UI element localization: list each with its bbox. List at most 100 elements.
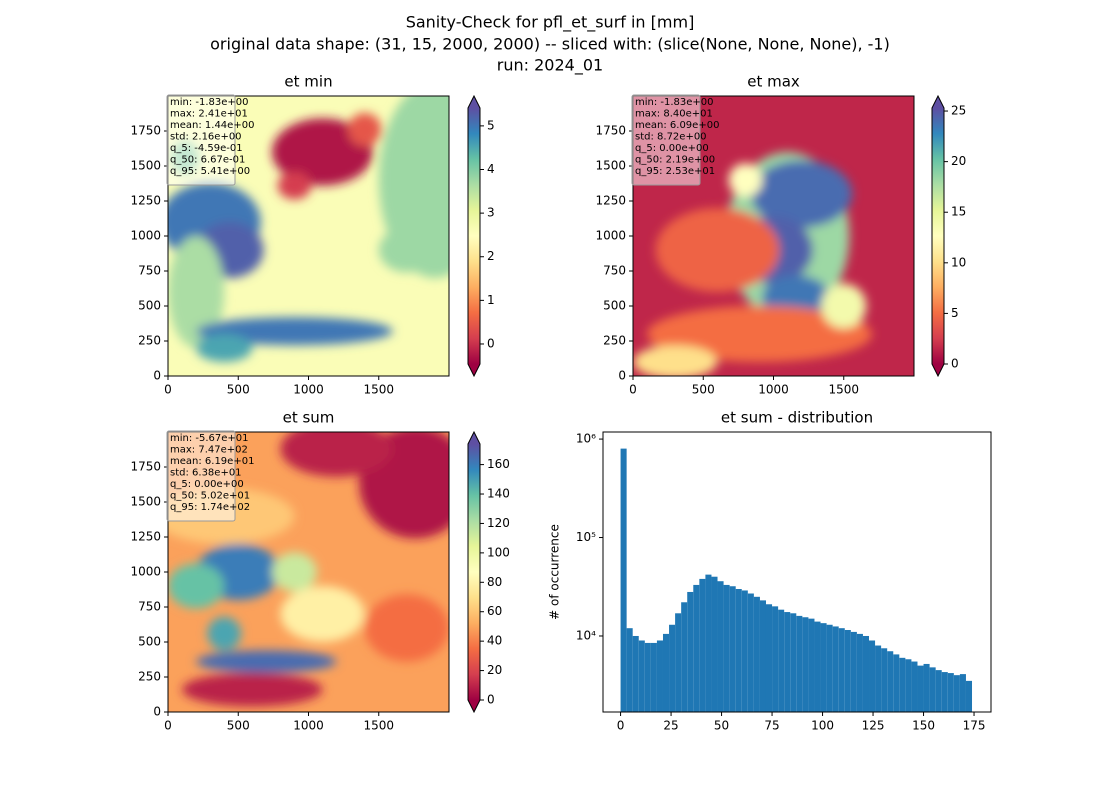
colorbar-tick-label: 15: [951, 205, 966, 219]
bar: [850, 631, 857, 712]
y-tick-label: 750: [138, 264, 161, 278]
colorbar-extend: [932, 96, 944, 108]
bar: [711, 576, 718, 712]
bar: [638, 640, 645, 712]
y-tick-label: 1500: [130, 495, 161, 509]
bar: [832, 626, 839, 712]
bar: [929, 667, 936, 712]
y-tick-label: 1000: [130, 229, 161, 243]
bar: [862, 635, 870, 712]
colorbar: [468, 108, 480, 364]
stats-line: std: 6.38e+01: [170, 468, 242, 479]
bar: [735, 589, 742, 712]
bar: [917, 665, 924, 712]
bar: [669, 624, 676, 712]
stats-line: q_5: 0.00e+00: [635, 143, 709, 154]
field-patch: [271, 552, 317, 592]
bar: [765, 604, 773, 712]
bar: [693, 584, 700, 712]
field-patch: [277, 171, 312, 200]
y-tick-label: 1750: [130, 124, 161, 138]
stats-box: [166, 430, 236, 522]
colorbar-extend: [468, 96, 480, 108]
colorbar-tick-label: 20: [487, 663, 502, 677]
bar: [656, 640, 663, 712]
colorbar-tick-label: 5: [951, 306, 959, 320]
stats-line: q_5: 0.00e+00: [170, 479, 244, 490]
y-tick-label: 0: [153, 705, 161, 719]
bar: [959, 674, 966, 712]
bar: [662, 633, 670, 712]
stats-line: q_50: 5.02e+01: [170, 491, 250, 502]
stats-box: [166, 94, 236, 186]
x-tick-label: 100: [811, 719, 834, 733]
stats-line: q_5: -4.59e-01: [170, 143, 243, 154]
x-tick-label: 0: [617, 719, 625, 733]
colorbar-tick-label: 140: [487, 487, 510, 501]
field-patch: [751, 160, 853, 228]
x-tick-label: 0: [164, 383, 172, 397]
bar: [687, 591, 694, 712]
bar: [869, 640, 876, 712]
bar: [644, 642, 651, 712]
colorbar-tick-label: 60: [487, 604, 502, 618]
bar: [808, 618, 815, 712]
y-tick-label: 10⁵: [576, 530, 596, 544]
axes-frame: [602, 431, 992, 713]
bar: [650, 642, 657, 712]
y-tick-label: 750: [138, 600, 161, 614]
y-tick-label: 0: [618, 369, 626, 383]
bar: [723, 584, 730, 712]
suptitle: Sanity-Check for pfl_et_surf in [mm]: [406, 13, 695, 33]
colorbar-extend: [468, 364, 480, 376]
image-field: [633, 152, 872, 376]
bar: [632, 635, 639, 712]
colorbar-extend: [932, 364, 944, 376]
colorbar-tick-label: 20: [951, 154, 966, 168]
bar: [911, 661, 918, 712]
y-tick-label: 1250: [130, 530, 161, 544]
bar: [784, 612, 791, 712]
bar: [935, 670, 942, 712]
y-tick-label: 1000: [595, 229, 626, 243]
field-patch: [364, 594, 449, 662]
colorbar: [932, 108, 944, 364]
bar: [856, 633, 863, 712]
y-tick-label: 1750: [130, 460, 161, 474]
stats-line: std: 8.72e+00: [635, 132, 707, 143]
y-tick-label: 1250: [130, 194, 161, 208]
field-patch: [821, 283, 867, 329]
x-tick-label: 500: [692, 383, 715, 397]
bar: [802, 617, 809, 712]
bar: [778, 609, 785, 712]
bar: [941, 672, 948, 712]
colorbar-tick-label: 80: [487, 575, 502, 589]
bar: [875, 645, 882, 712]
stats-line: min: -1.83e+00: [635, 97, 714, 108]
bar: [838, 628, 845, 712]
bar: [620, 448, 627, 712]
x-tick-label: 500: [227, 719, 250, 733]
colorbar-tick-label: 10: [951, 255, 966, 269]
bar: [796, 615, 803, 712]
bar: [747, 593, 754, 712]
bar: [729, 586, 736, 712]
bar: [790, 613, 797, 712]
stats-box: [631, 94, 701, 186]
stats-line: std: 2.16e+00: [170, 132, 242, 143]
colorbar-extend: [468, 432, 480, 444]
image-field: [168, 96, 449, 362]
field-patch: [347, 112, 382, 147]
field-patch: [196, 650, 337, 673]
axes-title: et sum: [283, 409, 335, 427]
stats-line: max: 2.41e+01: [170, 109, 248, 120]
x-tick-label: 1000: [758, 383, 789, 397]
x-tick-label: 0: [164, 719, 172, 733]
suptitle: run: 2024_01: [497, 56, 603, 76]
y-tick-label: 1750: [595, 124, 626, 138]
stats-line: mean: 1.44e+00: [170, 120, 254, 131]
colorbar-tick-label: 3: [487, 206, 495, 220]
y-tick-label: 500: [138, 635, 161, 649]
colorbar-tick-label: 0: [487, 693, 495, 707]
field-patch: [280, 586, 365, 642]
